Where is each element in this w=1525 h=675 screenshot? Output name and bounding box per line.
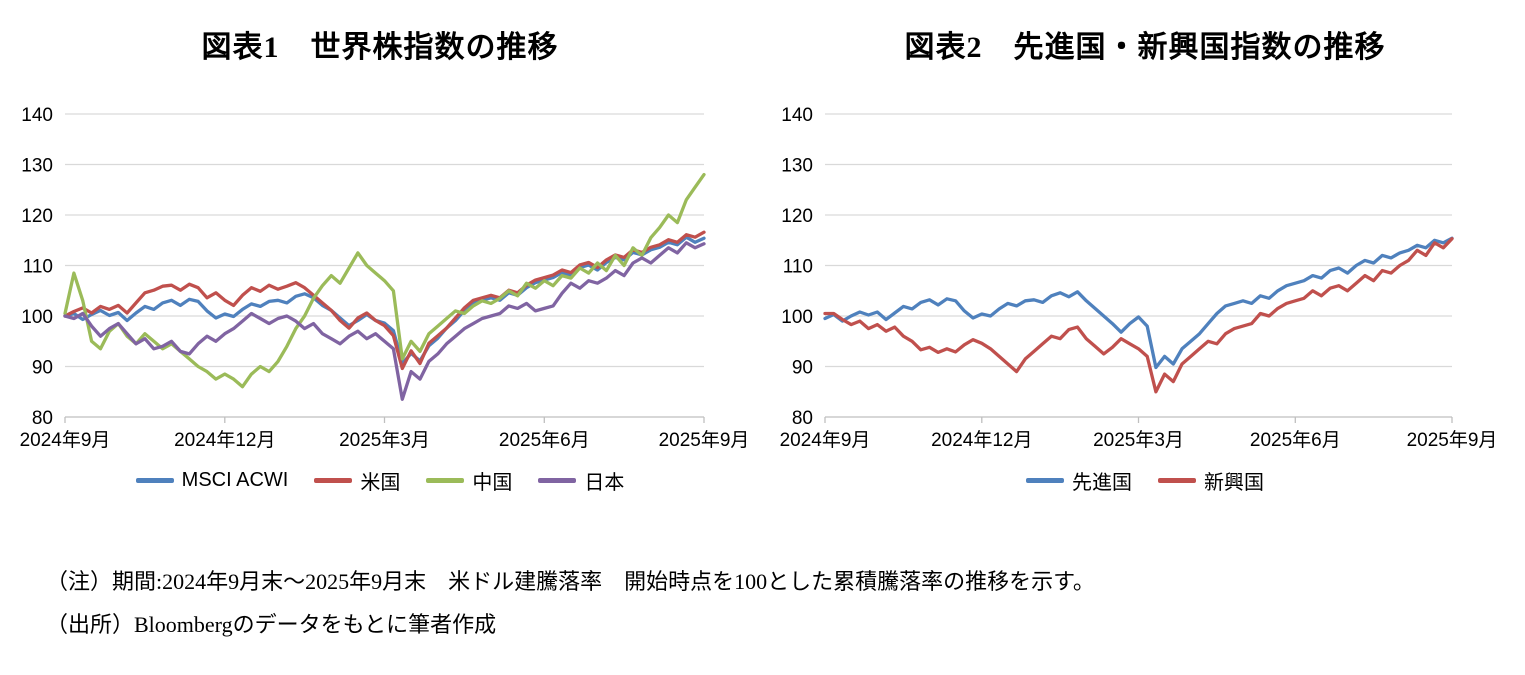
x-tick-label: 2025年3月 (1093, 429, 1184, 451)
series-line-MSCI ACWI (63, 235, 706, 366)
y-tick-label: 80 (32, 408, 53, 429)
series-line-新興国 (823, 237, 1454, 394)
y-tick-label: 130 (781, 156, 813, 177)
legend-item-中国: 中国 (426, 466, 512, 495)
x-tick-label: 2025年6月 (499, 429, 590, 451)
legend-label: 米国 (360, 472, 401, 494)
x-tick-label: 2025年3月 (339, 429, 430, 451)
x-tick-label: 2024年12月 (931, 429, 1032, 451)
legend-item-先進国: 先進国 (1026, 466, 1132, 495)
series-line-中国 (63, 172, 706, 389)
chart-2-legend: 先進国 新興国 (765, 466, 1525, 495)
legend-item-新興国: 新興国 (1158, 466, 1264, 495)
y-tick-label: 100 (781, 307, 813, 328)
legend-swatch (1026, 478, 1064, 483)
x-tick-label: 2024年9月 (20, 429, 111, 451)
y-tick-label: 120 (21, 206, 53, 227)
x-tick-label: 2025年6月 (1250, 429, 1341, 451)
series-line-日本 (63, 241, 706, 401)
y-tick-label: 110 (783, 257, 813, 278)
y-tick-label: 90 (32, 358, 53, 379)
legend-swatch (538, 478, 577, 483)
chart-2-title: 図表2 先進国・新興国指数の推移 (904, 31, 1386, 64)
y-tick-label: 140 (781, 105, 813, 126)
note-line-1: （注）期間:2024年9月末～2025年9月末 米ドル建騰落率 開始時点を100… (46, 569, 1095, 594)
legend-item-MSCI ACWI: MSCI ACWI (135, 469, 289, 492)
y-tick-label: 80 (792, 408, 813, 429)
legend-swatch (314, 478, 353, 483)
legend-item-米国: 米国 (314, 466, 400, 495)
note-line-2: （出所）Bloombergのデータをもとに筆者作成 (46, 612, 497, 637)
legend-label: 先進国 (1072, 472, 1132, 494)
legend-label: 中国 (472, 472, 513, 494)
y-tick-label: 140 (21, 105, 53, 126)
series-line-米国 (63, 230, 706, 371)
x-tick-label: 2024年9月 (780, 429, 871, 451)
y-tick-label: 90 (792, 358, 813, 379)
legend-label: 新興国 (1204, 472, 1264, 494)
chart-1-legend: MSCI ACWI 米国 中国 日本 (0, 466, 760, 495)
x-tick-label: 2025年9月 (1407, 429, 1498, 451)
chart-2-dm-em-index: 図表2 先進国・新興国指数の推移 140 130 120 110 100 90 80 2024… (765, 0, 1525, 540)
y-tick-label: 130 (21, 156, 53, 177)
y-tick-label: 100 (21, 307, 53, 328)
legend-swatch (135, 478, 174, 483)
legend-swatch (1158, 478, 1196, 483)
y-tick-label: 110 (23, 257, 53, 278)
legend-swatch (426, 478, 465, 483)
chart-1-world-index: 図表1 世界株指数の推移 140 130 120 110 100 90 80 2024年9月 2… (0, 0, 760, 540)
x-tick-label: 2025年9月 (659, 429, 750, 451)
y-tick-label: 120 (781, 206, 813, 227)
notes: （注）期間:2024年9月末～2025年9月末 米ドル建騰落率 開始時点を100… (46, 564, 1095, 650)
x-tick-label: 2024年12月 (174, 429, 275, 451)
legend-label: 日本 (584, 472, 625, 494)
chart-1-title: 図表1 世界株指数の推移 (201, 31, 559, 64)
legend-item-日本: 日本 (538, 466, 624, 495)
legend-label: MSCI ACWI (181, 469, 289, 491)
series-line-先進国 (823, 236, 1454, 370)
